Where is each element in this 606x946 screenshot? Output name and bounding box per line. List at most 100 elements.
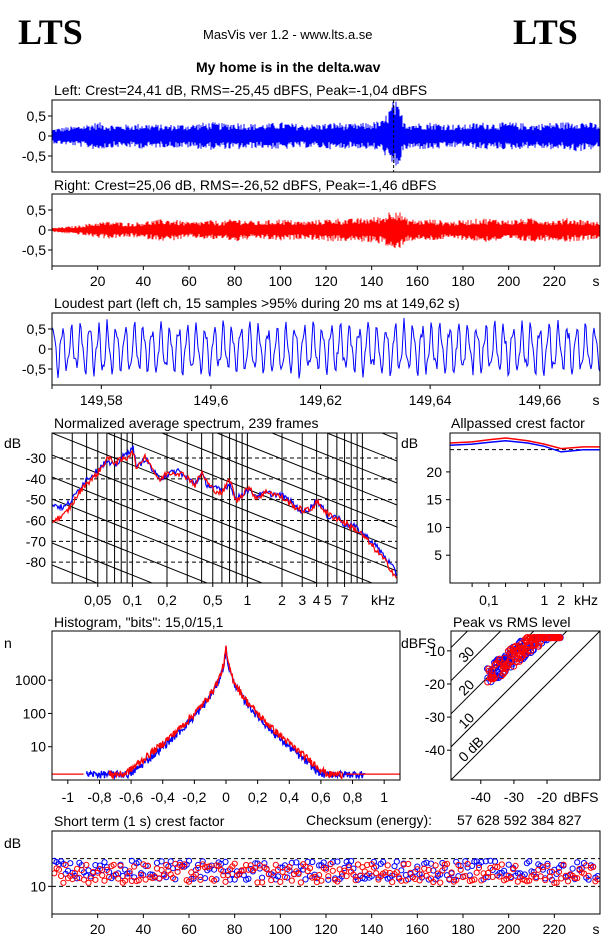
short-crest-point-right: [270, 869, 277, 876]
short-crest-point-right: [268, 877, 275, 884]
x-tick-label: 100: [269, 273, 293, 289]
slope-line: [52, 147, 397, 285]
short-crest-point-right: [343, 873, 350, 880]
short-crest-point-right: [544, 862, 551, 869]
short-crest-point-right: [560, 861, 567, 868]
short-crest-point-right: [254, 879, 261, 886]
short-crest-point-right: [571, 874, 579, 882]
x-tick-label: -20: [537, 789, 557, 805]
y-tick-label: -80: [26, 554, 46, 570]
short-crest-point-right: [414, 866, 421, 873]
short-crest-point-right: [574, 875, 581, 882]
short-crest-point-right: [195, 864, 202, 872]
y-tick-label: -50: [26, 492, 46, 508]
short-crest-point-right: [204, 863, 211, 870]
lts-logo-left: LTS: [18, 12, 83, 52]
short-crest-point-right: [252, 864, 259, 872]
x-tick-label: 0,05: [84, 592, 111, 608]
short-crest-point-right: [142, 876, 149, 883]
x-tick-label: 180: [451, 921, 475, 937]
short-crest-point-right: [491, 863, 499, 870]
peak-rms-point-right: [491, 661, 499, 669]
short-crest-point-right: [432, 862, 439, 869]
short-crest-point-right: [318, 877, 325, 884]
peak-rms-point-right: [512, 654, 520, 662]
short-crest-point-right: [443, 860, 451, 868]
y-tick-label: 0,5: [27, 321, 47, 337]
short-crest-point-right: [306, 865, 314, 872]
histogram-y-unit: n: [4, 635, 12, 651]
peak-rms-point-right: [499, 665, 507, 673]
peak-rms-title: Peak vs RMS level: [453, 614, 571, 630]
short-crest-point-right: [329, 867, 336, 874]
short-crest-point-left: [316, 862, 323, 869]
crest-line-label: 30: [455, 643, 477, 665]
short-crest-point-right: [341, 867, 348, 874]
short-crest-point-right: [281, 873, 288, 881]
x-tick-label: 0,2: [248, 789, 268, 805]
short-crest-point-right: [192, 871, 199, 878]
loudest-part-title: Loudest part (left ch, 15 samples >95% d…: [54, 295, 460, 311]
short-crest-point-right: [80, 876, 88, 883]
peak-rms-point-right: [512, 658, 520, 666]
short-crest-point-right: [352, 877, 359, 884]
short-crest-point-right: [416, 877, 423, 884]
spectrum-plot: [52, 147, 397, 583]
short-crest-point-right: [389, 879, 396, 886]
short-crest-point-left: [302, 876, 309, 883]
short-crest-point-right: [364, 861, 371, 869]
short-crest-point-right: [373, 870, 380, 877]
short-crest-point-right: [263, 866, 270, 873]
short-crest-point-left: [309, 858, 316, 866]
x-tick-label: 200: [497, 273, 521, 289]
slope-line: [160, 433, 397, 528]
peak-rms-point-right: [488, 668, 496, 676]
crest-line-label: 40: [455, 610, 477, 632]
short-crest-point-right: [217, 866, 225, 873]
y-tick-label: 0,5: [27, 202, 47, 218]
x-tick-label: 0,4: [280, 789, 300, 805]
short-crest-point-right: [430, 878, 437, 886]
short-crest-point-right: [498, 861, 505, 868]
short-crest-point-left: [482, 858, 489, 865]
x-tick-label: -30: [504, 789, 524, 805]
short-crest-point-right: [457, 866, 464, 873]
peak-rms-point-right: [499, 670, 507, 678]
short-crest-point-right: [322, 866, 330, 873]
short-crest-point-left: [284, 874, 291, 881]
left-wave-plot: [52, 100, 600, 172]
short-crest-point-right: [327, 860, 334, 868]
short-crest-point-right: [402, 877, 409, 884]
short-crest-point-right: [546, 873, 553, 880]
short-crest-point-right: [197, 876, 204, 883]
x-tick-label: 0: [222, 789, 230, 805]
short-crest-point-left: [471, 858, 478, 865]
short-crest-point-right: [366, 870, 373, 877]
short-crest-point-left: [478, 859, 485, 866]
right-wave-signal: [52, 212, 600, 249]
short-crest-point-right: [453, 876, 460, 884]
short-crest-point-right: [464, 860, 471, 868]
peak-rms-point-right: [539, 634, 546, 642]
short-crest-point-right: [181, 861, 188, 868]
short-crest-point-right: [288, 877, 295, 884]
x-tick-label: 220: [543, 921, 567, 937]
x-tick-label: 1: [380, 789, 388, 805]
peak-rms-point-right: [535, 640, 542, 648]
x-tick-label: 220: [543, 273, 567, 289]
short-crest-point-right: [131, 863, 138, 870]
spectrum-frame: [51, 432, 398, 584]
x-tick-label: 149,58: [80, 392, 123, 408]
y-tick-label: 100: [23, 705, 47, 721]
x-tick-label: -0,2: [182, 789, 206, 805]
checksum-label: Checksum (energy):: [306, 812, 433, 828]
x-tick-label: 149,66: [518, 392, 561, 408]
left-wave-signal: [52, 101, 600, 166]
short-crest-point-right: [350, 871, 357, 878]
peak-rms-frame: [450, 630, 601, 781]
short-crest-point-right: [279, 868, 286, 876]
peak-rms-point-right: [496, 655, 504, 663]
peak-rms-point-right: [547, 634, 555, 642]
short-crest-point-right: [115, 875, 122, 882]
short-crest-point-left: [348, 858, 355, 865]
